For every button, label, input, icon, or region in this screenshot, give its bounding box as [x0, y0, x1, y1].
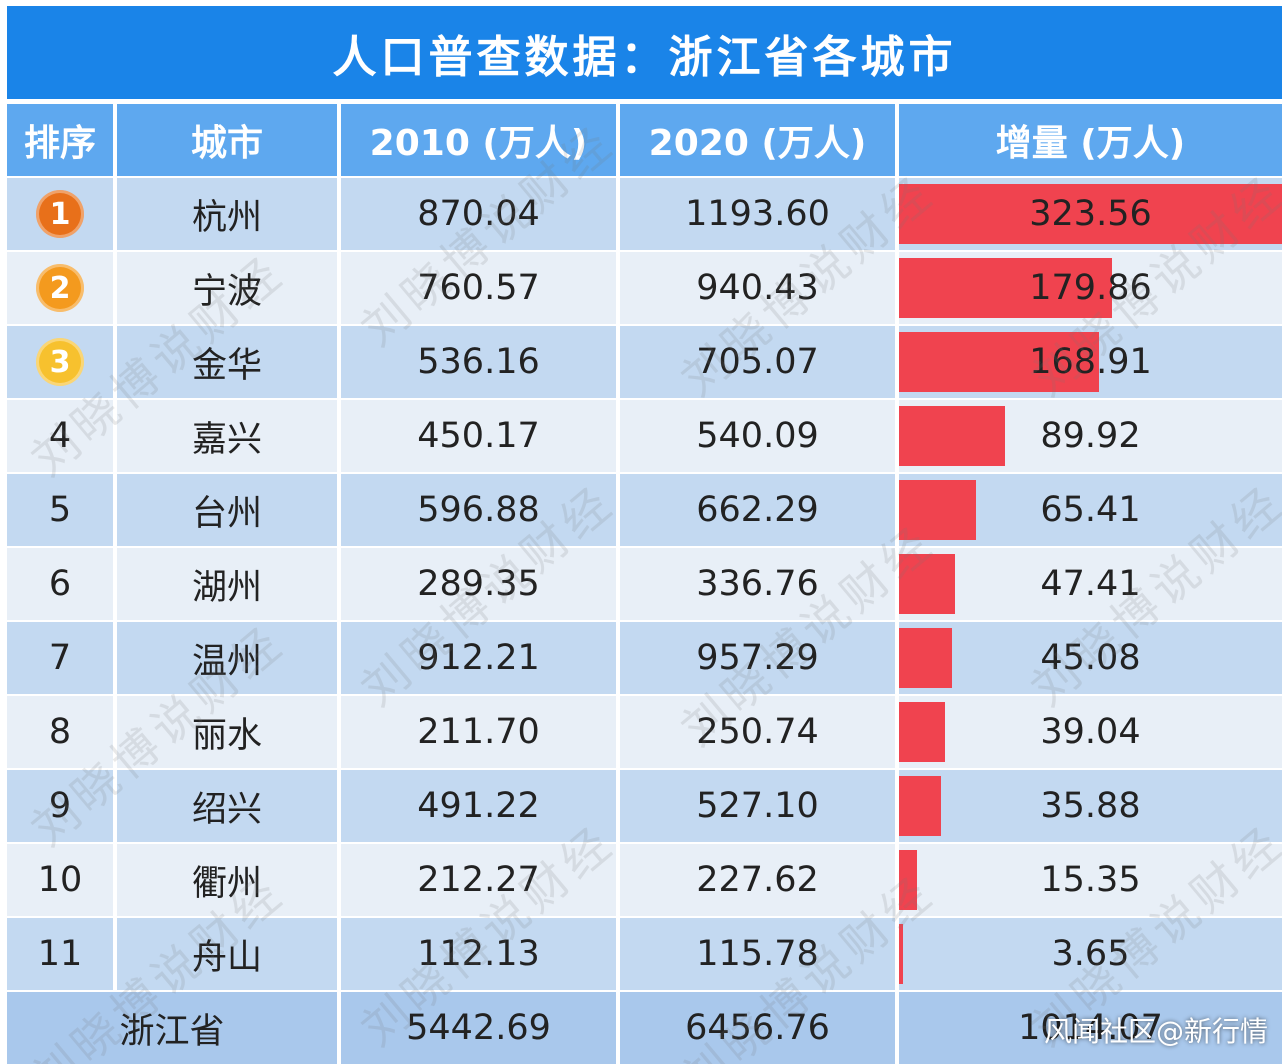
city-cell: 台州 [117, 474, 341, 546]
increase-cell: 47.41 [899, 548, 1282, 620]
increase-label: 323.56 [1029, 194, 1152, 234]
value-2020-cell: 115.78 [620, 918, 899, 990]
increase-cell: 168.91 [899, 326, 1282, 398]
value-2020-cell: 940.43 [620, 252, 899, 324]
city-cell: 金华 [117, 326, 341, 398]
value-2010-cell: 212.27 [341, 844, 620, 916]
total-label-cell: 浙江省 [7, 992, 341, 1064]
rank-cell: 4 [7, 400, 117, 472]
value-2020-cell: 705.07 [620, 326, 899, 398]
city-cell: 杭州 [117, 178, 341, 250]
rank-cell: 11 [7, 918, 117, 990]
column-header: 2020 (万人) [620, 104, 899, 176]
increase-bar [899, 554, 956, 614]
increase-cell: 35.88 [899, 770, 1282, 842]
rank-medal-icon: 3 [36, 338, 84, 386]
value-2020-cell: 250.74 [620, 696, 899, 768]
rank-cell: 3 [7, 326, 117, 398]
rank-cell: 7 [7, 622, 117, 694]
city-cell: 丽水 [117, 696, 341, 768]
value-2020-cell: 540.09 [620, 400, 899, 472]
city-cell: 衢州 [117, 844, 341, 916]
increase-cell: 179.86 [899, 252, 1282, 324]
increase-cell: 65.41 [899, 474, 1282, 546]
increase-cell: 323.56 [899, 178, 1282, 250]
increase-label: 179.86 [1029, 268, 1152, 308]
city-cell: 舟山 [117, 918, 341, 990]
rank-cell: 10 [7, 844, 117, 916]
total-2010-cell: 5442.69 [341, 992, 620, 1064]
value-2010-cell: 211.70 [341, 696, 620, 768]
value-2010-cell: 912.21 [341, 622, 620, 694]
value-2020-cell: 227.62 [620, 844, 899, 916]
increase-bar [899, 406, 1006, 466]
rank-cell: 5 [7, 474, 117, 546]
total-increase-cell: 1014.07 [899, 992, 1282, 1064]
increase-label: 45.08 [1040, 638, 1141, 678]
increase-label: 35.88 [1040, 786, 1141, 826]
increase-bar [899, 776, 942, 836]
rank-cell: 9 [7, 770, 117, 842]
increase-bar [899, 924, 904, 984]
value-2020-cell: 662.29 [620, 474, 899, 546]
city-cell: 温州 [117, 622, 341, 694]
increase-label: 3.65 [1051, 934, 1130, 974]
rank-medal-icon: 1 [36, 190, 84, 238]
value-2020-cell: 527.10 [620, 770, 899, 842]
increase-label: 65.41 [1040, 490, 1141, 530]
increase-cell: 3.65 [899, 918, 1282, 990]
value-2020-cell: 1193.60 [620, 178, 899, 250]
value-2020-cell: 957.29 [620, 622, 899, 694]
rank-cell: 6 [7, 548, 117, 620]
increase-bar [899, 702, 946, 762]
rank-medal-icon: 2 [36, 264, 84, 312]
increase-label: 168.91 [1029, 342, 1152, 382]
city-cell: 宁波 [117, 252, 341, 324]
value-2010-cell: 536.16 [341, 326, 620, 398]
increase-bar [899, 258, 1112, 318]
value-2010-cell: 760.57 [341, 252, 620, 324]
city-cell: 嘉兴 [117, 400, 341, 472]
rank-cell: 2 [7, 252, 117, 324]
increase-cell: 89.92 [899, 400, 1282, 472]
column-header: 增量 (万人) [899, 104, 1282, 176]
total-2020-cell: 6456.76 [620, 992, 899, 1064]
column-header: 2010 (万人) [341, 104, 620, 176]
value-2010-cell: 491.22 [341, 770, 620, 842]
column-header: 排序 [7, 104, 117, 176]
increase-cell: 15.35 [899, 844, 1282, 916]
increase-cell: 45.08 [899, 622, 1282, 694]
value-2010-cell: 870.04 [341, 178, 620, 250]
increase-bar [899, 332, 1099, 392]
column-header: 城市 [117, 104, 341, 176]
footer-watermark: 风闻社区@新行情 [1043, 1015, 1268, 1048]
increase-label: 47.41 [1040, 564, 1141, 604]
increase-bar [899, 850, 918, 910]
increase-label: 15.35 [1040, 860, 1141, 900]
city-cell: 湖州 [117, 548, 341, 620]
value-2010-cell: 112.13 [341, 918, 620, 990]
increase-cell: 39.04 [899, 696, 1282, 768]
page-title: 人口普查数据：浙江省各城市 [7, 6, 1282, 99]
rank-cell: 1 [7, 178, 117, 250]
population-table: 排序 城市 2010 (万人) 2020 (万人) 增量 (万人) 1 杭州 870.04 11… [7, 104, 1282, 1064]
increase-bar [899, 628, 953, 688]
increase-bar [899, 184, 1282, 244]
value-2010-cell: 289.35 [341, 548, 620, 620]
value-2020-cell: 336.76 [620, 548, 899, 620]
increase-label: 89.92 [1040, 416, 1141, 456]
increase-label: 39.04 [1040, 712, 1141, 752]
city-cell: 绍兴 [117, 770, 341, 842]
value-2010-cell: 596.88 [341, 474, 620, 546]
value-2010-cell: 450.17 [341, 400, 620, 472]
rank-cell: 8 [7, 696, 117, 768]
increase-bar [899, 480, 977, 540]
